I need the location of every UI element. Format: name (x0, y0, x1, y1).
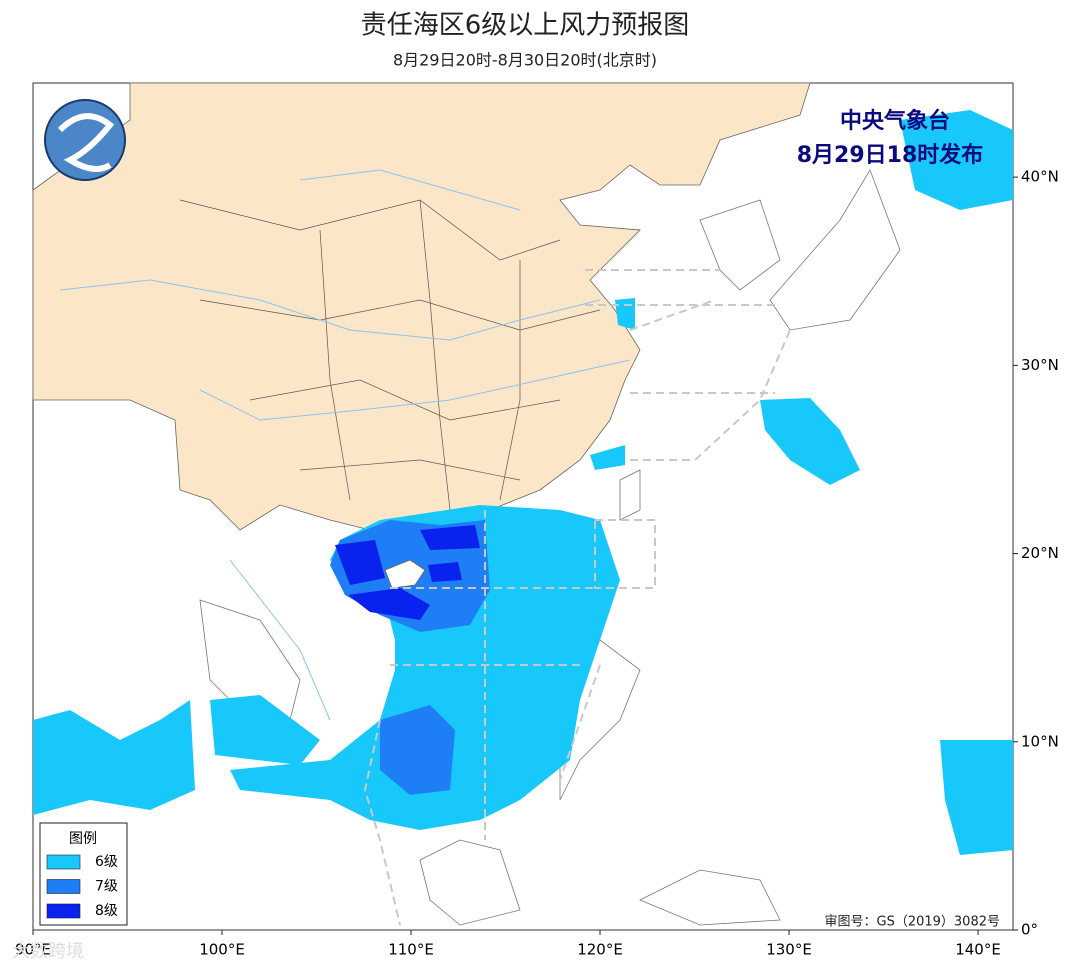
legend-title: 图例 (69, 831, 97, 847)
sea-area-borders (363, 269, 791, 926)
map-approval-note: 审图号：GS（2019）3082号 (825, 915, 1001, 930)
legend-label: 6级 (95, 854, 118, 870)
subtitle: 8月29日20时-8月30日20时(北京时) (393, 51, 657, 70)
province-borders (179, 199, 601, 511)
y-tick-label: 10°N (1021, 732, 1059, 750)
x-tick-label: 90°E (15, 941, 51, 959)
wind-area (335, 525, 480, 620)
x-tick-label: 100°E (199, 941, 245, 959)
hainan (384, 559, 426, 589)
wind-area (33, 110, 1013, 855)
issuer-name: 中央气象台 (840, 108, 950, 134)
axes: 90°E 100°E 110°E 120°E 130°E 140°E 0° 10°N 20°N 3… (15, 168, 1059, 959)
x-tick-label: 120°E (577, 941, 623, 959)
legend: 图例 6级 7级 8级 (39, 822, 128, 926)
issuer-time: 8月29日18时发布 (797, 142, 984, 168)
y-tick-label: 30°N (1021, 356, 1059, 374)
title: 责任海区6级以上风力预报图 (361, 11, 690, 41)
legend-label: 7级 (95, 879, 118, 895)
watermark: 大数跨境 (12, 941, 84, 962)
legend-swatch (46, 879, 81, 894)
logo-mark (57, 113, 115, 172)
rivers (59, 169, 631, 721)
legend-swatch (46, 903, 81, 919)
x-tick-label: 140°E (955, 941, 1001, 959)
legend-label: 8级 (95, 903, 118, 919)
x-tick-label: 130°E (766, 941, 812, 959)
x-tick-label: 110°E (388, 941, 434, 959)
y-tick-label: 40°N (1021, 168, 1059, 186)
land (199, 169, 901, 926)
china-land (32, 82, 811, 531)
y-tick-label: 0° (1021, 921, 1038, 939)
y-tick-label: 20°N (1021, 544, 1059, 562)
legend-swatch (46, 854, 81, 870)
map-area: 中央气象台 8月29日18时发布 审图号：GS（2019）3082号 (32, 82, 1014, 931)
